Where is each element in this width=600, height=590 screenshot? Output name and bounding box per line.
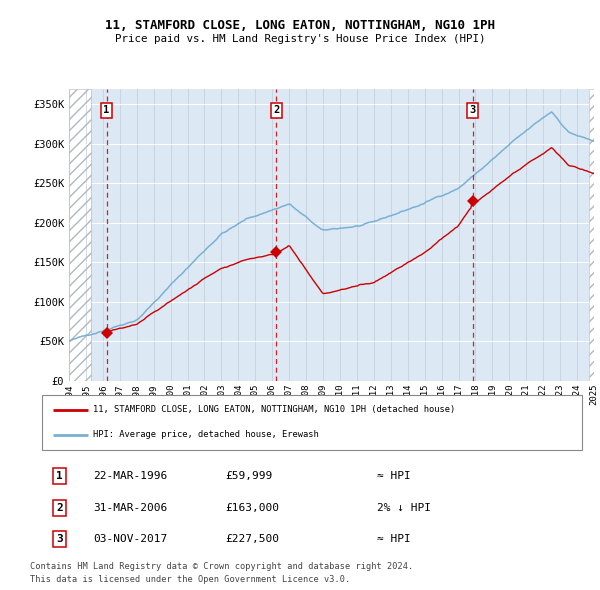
Text: 22-MAR-1996: 22-MAR-1996 — [94, 471, 167, 481]
Text: Contains HM Land Registry data © Crown copyright and database right 2024.: Contains HM Land Registry data © Crown c… — [30, 562, 413, 571]
Text: £59,999: £59,999 — [226, 471, 273, 481]
Bar — [589, 88, 594, 381]
Bar — [69, 88, 91, 381]
Text: 11, STAMFORD CLOSE, LONG EATON, NOTTINGHAM, NG10 1PH (detached house): 11, STAMFORD CLOSE, LONG EATON, NOTTINGH… — [94, 405, 455, 414]
FancyBboxPatch shape — [42, 395, 582, 450]
Text: ≈ HPI: ≈ HPI — [377, 535, 410, 545]
Text: 31-MAR-2006: 31-MAR-2006 — [94, 503, 167, 513]
Text: 2% ↓ HPI: 2% ↓ HPI — [377, 503, 431, 513]
Text: Price paid vs. HM Land Registry's House Price Index (HPI): Price paid vs. HM Land Registry's House … — [115, 34, 485, 44]
Bar — [589, 88, 594, 381]
Text: ≈ HPI: ≈ HPI — [377, 471, 410, 481]
Text: 03-NOV-2017: 03-NOV-2017 — [94, 535, 167, 545]
Text: 2: 2 — [274, 106, 280, 116]
Text: 3: 3 — [470, 106, 476, 116]
Text: 1: 1 — [103, 106, 110, 116]
Text: 2: 2 — [56, 503, 63, 513]
Text: 3: 3 — [56, 535, 63, 545]
Text: 11, STAMFORD CLOSE, LONG EATON, NOTTINGHAM, NG10 1PH: 11, STAMFORD CLOSE, LONG EATON, NOTTINGH… — [105, 19, 495, 32]
Text: 1: 1 — [56, 471, 63, 481]
Text: This data is licensed under the Open Government Licence v3.0.: This data is licensed under the Open Gov… — [30, 575, 350, 584]
Text: £227,500: £227,500 — [226, 535, 280, 545]
Bar — [69, 88, 91, 381]
Text: HPI: Average price, detached house, Erewash: HPI: Average price, detached house, Erew… — [94, 431, 319, 440]
Text: £163,000: £163,000 — [226, 503, 280, 513]
